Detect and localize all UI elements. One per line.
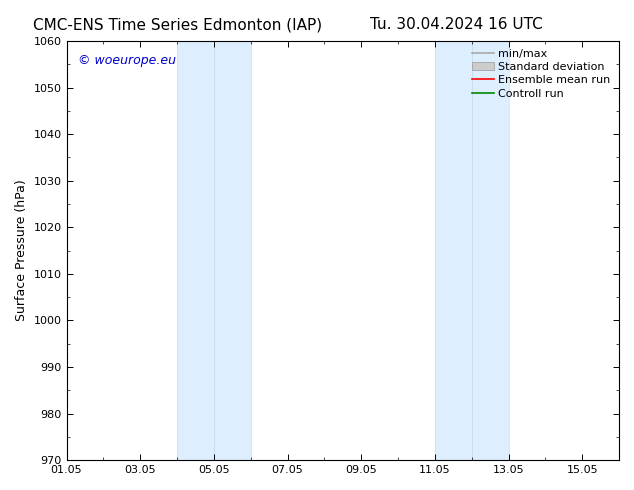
Bar [472, 41, 508, 460]
Legend: min/max, Standard deviation, Ensemble mean run, Controll run: min/max, Standard deviation, Ensemble me… [472, 49, 611, 98]
Text: Tu. 30.04.2024 16 UTC: Tu. 30.04.2024 16 UTC [370, 17, 543, 32]
Bar [435, 41, 472, 460]
Text: CMC-ENS Time Series Edmonton (IAP): CMC-ENS Time Series Edmonton (IAP) [33, 17, 322, 32]
Bar [177, 41, 214, 460]
Y-axis label: Surface Pressure (hPa): Surface Pressure (hPa) [15, 180, 28, 321]
Bar [214, 41, 250, 460]
Text: © woeurope.eu: © woeurope.eu [77, 53, 176, 67]
